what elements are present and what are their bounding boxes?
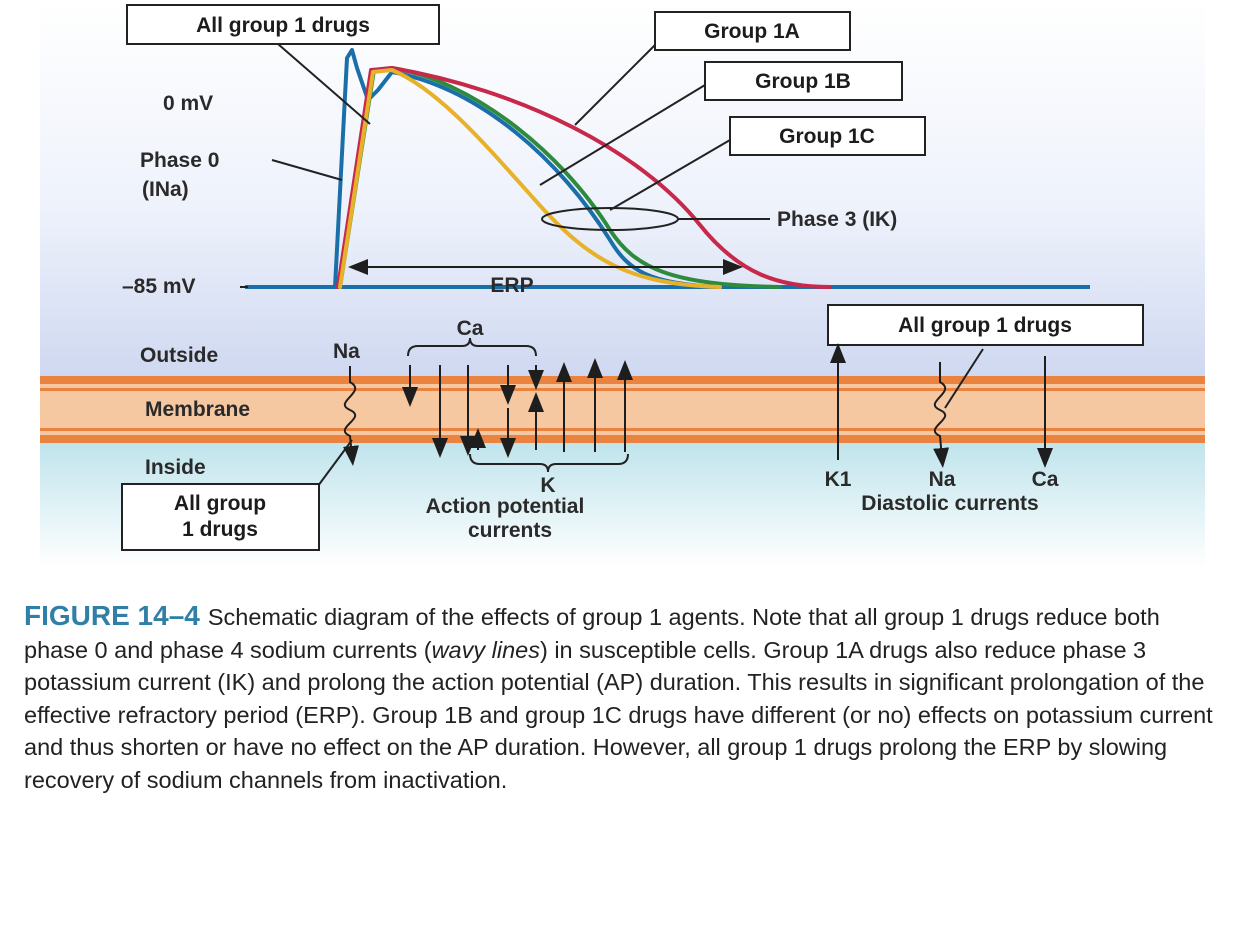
svg-text:Group 1A: Group 1A xyxy=(704,20,800,43)
action-potential-current-arrows xyxy=(402,358,633,458)
diastolic-currents: K1 Na Ca Diastolic currents xyxy=(825,343,1059,515)
rest-mv-label: –85 mV xyxy=(122,275,196,298)
inside-label: Inside xyxy=(145,456,206,479)
action-currents-label-1: Action potential xyxy=(426,495,585,518)
cell-membrane xyxy=(40,376,1205,443)
phase3-label: Phase 3 (IK) xyxy=(777,208,897,231)
svg-text:Group 1C: Group 1C xyxy=(779,125,875,148)
figure-label: FIGURE 14–4 xyxy=(24,600,200,631)
diastolic-currents-label: Diastolic currents xyxy=(861,492,1038,515)
svg-text:K: K xyxy=(540,474,555,497)
callout-group-1c: Group 1C xyxy=(729,116,926,156)
svg-text:Ca: Ca xyxy=(457,317,484,340)
caption-text-italic: wavy lines xyxy=(431,636,540,663)
action-potential-diagram: All group 1 drugs Group 1A Group 1B Grou… xyxy=(40,0,1205,567)
svg-text:1 drugs: 1 drugs xyxy=(182,518,258,541)
group-1a-curve xyxy=(336,66,832,289)
phase0-label: Phase 0 xyxy=(140,149,219,172)
outside-label: Outside xyxy=(140,344,218,367)
membrane-label: Membrane xyxy=(145,398,250,421)
svg-text:All group 1 drugs: All group 1 drugs xyxy=(196,14,370,37)
callout-all-group1-top: All group 1 drugs xyxy=(126,4,440,45)
callout-group-1b: Group 1B xyxy=(704,61,903,101)
group-1b-curve xyxy=(338,68,722,289)
ca-brace: Ca xyxy=(407,317,537,357)
action-currents-label-2: currents xyxy=(468,519,552,542)
callout-group-1a: Group 1A xyxy=(654,11,851,51)
svg-text:Na: Na xyxy=(929,468,956,491)
figure-caption: FIGURE 14–4 Schematic diagram of the effe… xyxy=(24,600,1224,796)
svg-text:Ca: Ca xyxy=(1032,468,1059,491)
erp-label: ERP xyxy=(490,274,533,297)
callout-all-group1-bottom: All group 1 drugs xyxy=(121,483,320,551)
svg-text:Group 1B: Group 1B xyxy=(755,70,851,93)
na-channel-left: Na xyxy=(333,340,360,466)
svg-text:Na: Na xyxy=(333,340,360,363)
caption-text-2: ) in susceptible cells. Group 1A drugs a… xyxy=(24,636,1213,793)
callout-all-group1-right: All group 1 drugs xyxy=(827,304,1144,346)
caption-text-1: Schematic diagram of the effects of grou… xyxy=(24,604,1160,663)
k-brace: K Action potential currents xyxy=(426,453,629,542)
phase0-current-label: (INa) xyxy=(142,178,189,201)
svg-text:K1: K1 xyxy=(825,468,852,491)
svg-text:All group 1 drugs: All group 1 drugs xyxy=(898,314,1072,337)
svg-text:All group: All group xyxy=(174,492,266,515)
zero-mv-label: 0 mV xyxy=(163,92,213,115)
